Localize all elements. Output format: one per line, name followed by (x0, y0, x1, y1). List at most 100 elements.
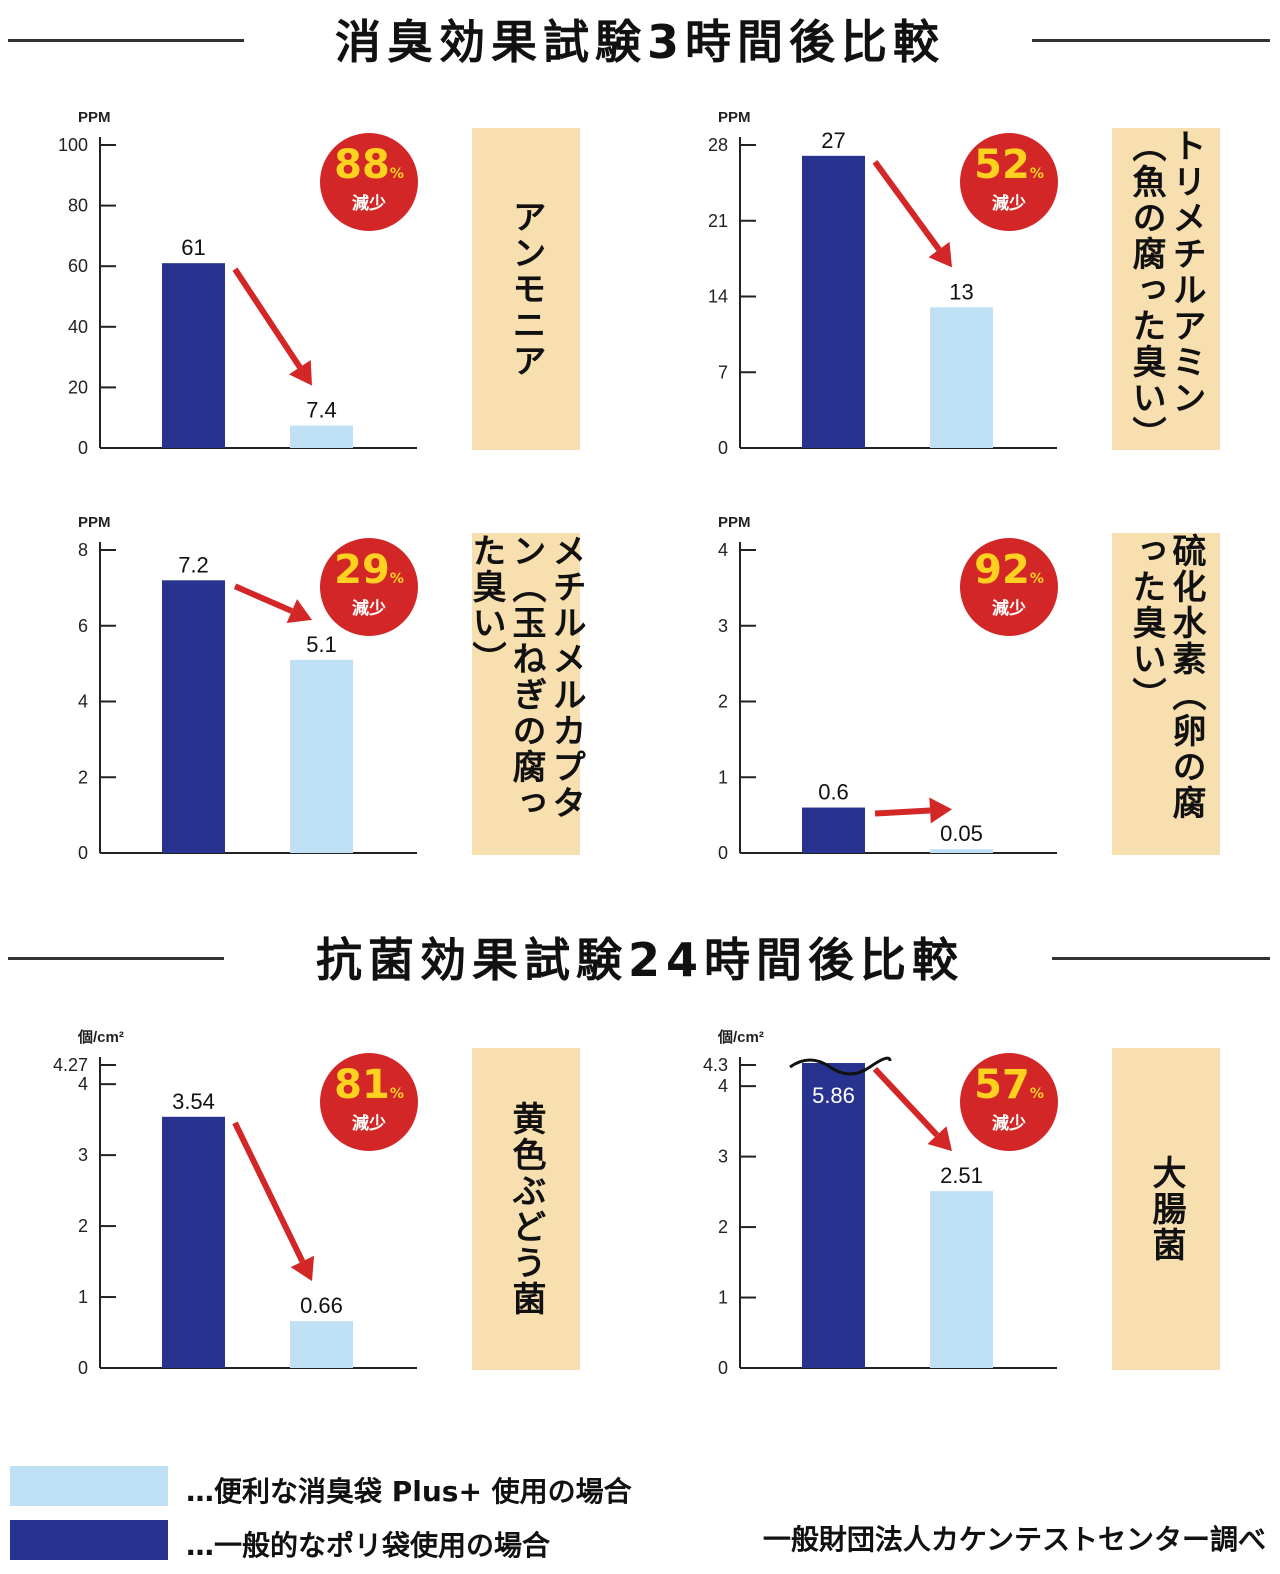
data-label: 0.66 (300, 1293, 343, 1318)
legend-swatch-plus (10, 1466, 168, 1506)
chart-svg: 個/cm² 0 1 2 3 44.3 5.86 2.51 (703, 1028, 1057, 1378)
reduction-value: 29 (334, 547, 390, 593)
tick-label: 4.3 (703, 1055, 728, 1075)
data-label: 13 (949, 279, 973, 304)
title-rule-left (8, 957, 224, 960)
legend-label-plus: …便利な消臭袋 Plus+ 使用の場合 (186, 1475, 632, 1508)
bacteria-section-title: 抗菌効果試験24時間後比較 (0, 924, 1280, 990)
reduction-badge: 81% 減少 (320, 1053, 418, 1151)
reduction-unit: % (1029, 571, 1044, 587)
bar-general (802, 807, 865, 853)
reduction-label: 減少 (992, 599, 1026, 619)
data-label: 2.51 (940, 1163, 983, 1188)
bacteria-title-text: 抗菌効果試験24時間後比較 (297, 924, 982, 990)
bar-general (162, 263, 225, 448)
tick-label: 4 (718, 540, 728, 560)
unit-label: 個/cm² (77, 1028, 124, 1046)
reduction-label: 減少 (992, 1114, 1026, 1134)
unit-label: 個/cm² (717, 1028, 764, 1046)
reduction-percent: 92% (960, 548, 1058, 601)
bar-plus (930, 307, 993, 448)
bar-plus (290, 659, 353, 853)
reduction-label: 減少 (352, 194, 386, 214)
reduction-arrow (872, 1066, 940, 1138)
chart-svg: 個/cm² 0 1 2 3 44.27 3.54 0.66 (53, 1028, 417, 1378)
title-rule-left (8, 39, 244, 42)
reduction-label: 減少 (992, 194, 1026, 214)
reduction-unit: % (1029, 166, 1044, 182)
tick-label: 1 (78, 1287, 88, 1307)
legend-swatch-general (10, 1520, 168, 1560)
tick-label: 2 (718, 692, 728, 712)
tick-label: 0 (78, 438, 88, 458)
bar-general (802, 155, 865, 449)
tick-label: 1 (718, 1288, 728, 1308)
bar-general (162, 580, 225, 853)
reduction-arrow (232, 267, 303, 369)
unit-label: PPM (78, 109, 111, 126)
substance-name: 大腸菌 (1146, 1155, 1186, 1263)
substance-label-box: アンモニア (472, 128, 580, 450)
reduction-percent: 81% (320, 1063, 418, 1116)
reduction-arrowhead (289, 360, 312, 386)
reduction-unit: % (389, 571, 404, 587)
data-label: 27 (821, 128, 845, 153)
unit-label: PPM (78, 514, 111, 531)
tick-label: 60 (68, 256, 88, 276)
reduction-label: 減少 (352, 599, 386, 619)
reduction-arrow (872, 160, 942, 252)
reduction-badge: 29% 減少 (320, 538, 418, 636)
reduction-label: 減少 (352, 1114, 386, 1134)
chart-trimethylamine: PPM 0 7 14 21 28 27 13 52% 減少 トリメチルアミン（魚の腐った臭い） (640, 100, 1280, 470)
reduction-percent: 57% (960, 1063, 1058, 1116)
tick-label: 28 (708, 135, 728, 155)
data-label: 7.4 (306, 398, 337, 423)
axis-break-mark (789, 1056, 892, 1076)
data-label: 0.05 (940, 821, 983, 846)
substance-label-box: 硫化水素（卵の腐った臭い） (1112, 533, 1220, 855)
reduction-percent: 52% (960, 143, 1058, 196)
substance-name: 黄色ぶどう菌 (506, 1101, 546, 1317)
reduction-percent: 88% (320, 143, 418, 196)
substance-label-box: 黄色ぶどう菌 (472, 1048, 580, 1370)
title-rule-right (1032, 39, 1270, 42)
data-label: 7.2 (178, 552, 209, 577)
reduction-unit: % (389, 1086, 404, 1102)
tick-label: 21 (708, 211, 728, 231)
tick-label: 0 (78, 843, 88, 863)
tick-label: 40 (68, 317, 88, 337)
reduction-arrowhead (928, 241, 952, 268)
reduction-badge: 88% 減少 (320, 133, 418, 231)
data-label: 5.86 (812, 1083, 855, 1108)
odor-title-text: 消臭効果試験3時間後比較 (316, 6, 963, 72)
reduction-arrowhead (290, 1255, 315, 1282)
data-label: 61 (181, 235, 205, 260)
tick-label: 100 (58, 135, 88, 155)
reduction-arrowhead (929, 797, 952, 824)
data-label: 5.1 (306, 632, 337, 657)
chart-svg: PPM 0 1 2 3 4 0.6 0.05 (718, 514, 1057, 863)
substance-label-box: トリメチルアミン（魚の腐った臭い） (1112, 128, 1220, 452)
odor-section-title: 消臭効果試験3時間後比較 (0, 6, 1280, 72)
tick-label: 4.27 (53, 1055, 88, 1075)
chart-hydrogen-sulfide: PPM 0 1 2 3 4 0.6 0.05 92% 減少 硫化水素（卵の腐った臭い） (640, 505, 1280, 875)
tick-label: 0 (718, 1358, 728, 1378)
chart-svg: PPM 0 20 40 60 80 100 61 7.4 (58, 109, 417, 458)
bar-general (802, 1063, 865, 1368)
tick-label: 2 (78, 767, 88, 787)
chart-methyl-mercaptan: PPM 0 2 4 6 8 7.2 5.1 29% 減少 メチルメルカプタン（玉ねぎの腐った臭い） (0, 505, 640, 875)
chart-e-coli: 個/cm² 0 1 2 3 4 4.3 5.86 2.51 57% 減少 大腸菌 (640, 1020, 1280, 1390)
tick-label: 0 (718, 843, 728, 863)
substance-name: アンモニア (506, 199, 546, 379)
reduction-value: 57 (974, 1062, 1030, 1108)
chart-ammonia: PPM 0 20 40 60 80 100 61 7.4 88% 減少 アンモニア (0, 100, 640, 470)
data-label: 3.54 (172, 1089, 215, 1114)
tick-label: 2 (78, 1216, 88, 1236)
reduction-value: 81 (334, 1062, 390, 1108)
reduction-value: 52 (974, 142, 1030, 188)
bar-plus (290, 425, 353, 448)
reduction-badge: 57% 減少 (960, 1053, 1058, 1151)
tick-label: 4 (78, 692, 88, 712)
tick-label: 14 (708, 287, 728, 307)
substance-name: メチルメルカプタン（玉ねぎの腐った臭い） (466, 533, 586, 821)
